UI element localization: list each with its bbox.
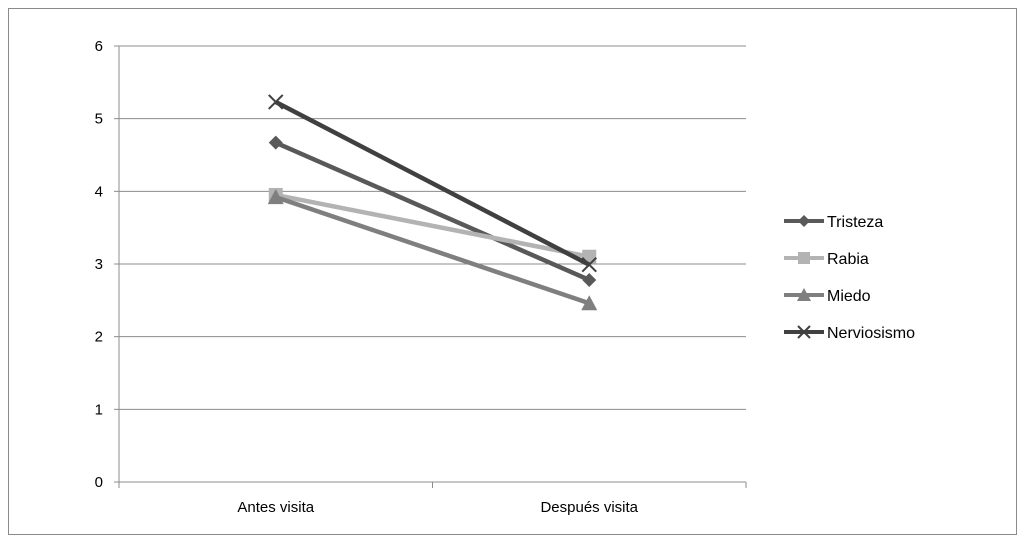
- data-point-tristeza: [582, 272, 597, 287]
- y-tick-label: 1: [95, 401, 103, 418]
- legend-label: Tristeza: [827, 214, 883, 231]
- data-point-miedo: [581, 295, 598, 311]
- series-line-rabia: [275, 192, 590, 259]
- legend-marker: [797, 325, 811, 339]
- y-tick-label: 2: [95, 329, 103, 346]
- data-point-tristeza: [268, 135, 283, 150]
- y-tick-label: 4: [95, 183, 103, 200]
- chart-frame: [8, 8, 1017, 535]
- legend-marker: [798, 252, 810, 264]
- series-line-miedo: [275, 195, 590, 306]
- data-point-nerviosismo-stroke: [268, 94, 284, 110]
- series-line-nerviosismo: [274, 99, 591, 267]
- legend-item-nerviosismo: Nerviosismo: [784, 325, 915, 342]
- legend-item-tristeza: Tristeza: [784, 214, 883, 231]
- legend-label: Miedo: [827, 288, 871, 305]
- legend-marker: [798, 215, 810, 227]
- x-tick-label: Después visita: [540, 499, 638, 516]
- data-point-nerviosismo: [268, 94, 284, 110]
- legend-item-rabia: Rabia: [784, 251, 869, 268]
- data-point-nerviosismo-stroke: [581, 257, 597, 273]
- legend-label: Rabia: [827, 251, 869, 268]
- data-point-nerviosismo: [581, 257, 597, 273]
- legend-item-miedo: Miedo: [784, 288, 871, 305]
- y-tick-label: 6: [95, 38, 103, 55]
- y-tick-label: 3: [95, 256, 103, 273]
- series-group: [267, 94, 598, 311]
- gridlines: [119, 45, 746, 410]
- y-tick-label: 5: [95, 111, 103, 128]
- axes: 0 1 2 3 4 5 6 Antes visita Después visita: [95, 38, 747, 516]
- y-tick-label: 0: [95, 474, 103, 491]
- legend-marker-stroke: [797, 325, 811, 339]
- series-line-tristeza: [274, 140, 591, 283]
- legend: Tristeza Rabia Miedo Nerviosismo: [784, 214, 915, 342]
- legend-marker: [797, 288, 811, 301]
- x-tick-label: Antes visita: [237, 499, 314, 516]
- legend-label: Nerviosismo: [827, 325, 915, 342]
- data-point-miedo: [267, 189, 284, 205]
